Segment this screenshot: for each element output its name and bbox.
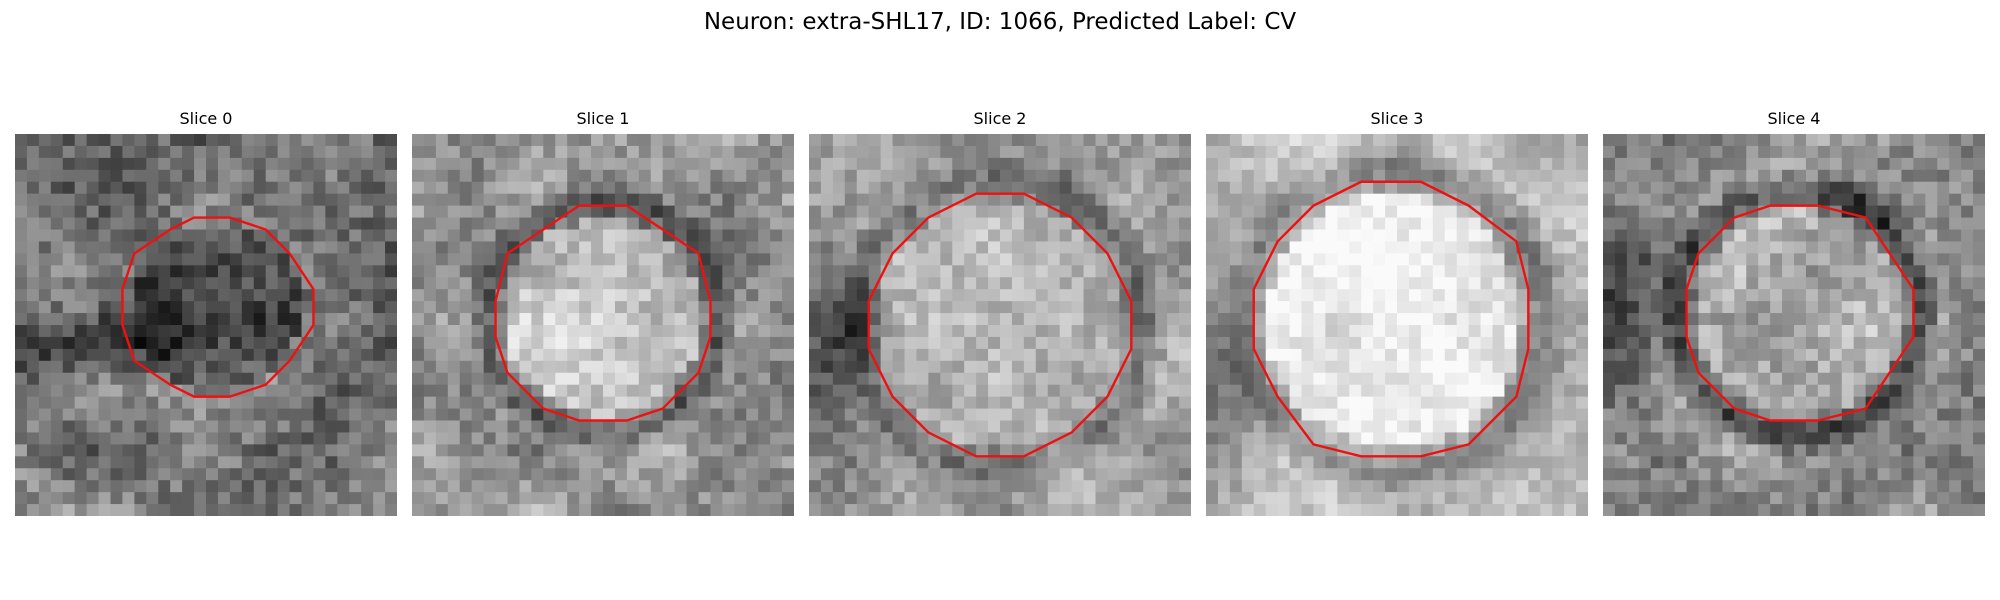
slice-svg-3 [1206, 134, 1588, 516]
pixel-grid [15, 134, 397, 516]
cell-contour [1252, 180, 1530, 458]
cell-contour [1685, 204, 1915, 422]
cell-contour [121, 216, 315, 398]
slice-image-2 [809, 134, 1191, 516]
figure-title: Neuron: extra-SHL17, ID: 1066, Predicted… [703, 9, 1297, 35]
slice-svg-1 [412, 134, 794, 516]
slice-panel-0: Slice 0 [15, 108, 397, 516]
slice-panel-4: Slice 4 [1603, 108, 1985, 516]
slice-title-3: Slice 3 [1370, 109, 1424, 128]
pixel-grid [412, 134, 794, 516]
slice-svg-0 [15, 134, 397, 516]
slice-image-3 [1206, 134, 1588, 516]
cell-contour [494, 204, 712, 422]
slice-image-1 [412, 134, 794, 516]
slice-svg-2 [809, 134, 1191, 516]
slice-image-4 [1603, 134, 1985, 516]
slice-panel-2: Slice 2 [809, 108, 1191, 516]
slice-title-0: Slice 0 [179, 109, 233, 128]
pixel-grid [809, 134, 1191, 516]
slice-title-1: Slice 1 [576, 109, 630, 128]
slice-panel-1: Slice 1 [412, 108, 794, 516]
pixel-grid [1206, 134, 1588, 516]
slice-title-2: Slice 2 [973, 109, 1027, 128]
slice-title-4: Slice 4 [1767, 109, 1821, 128]
slice-panel-3: Slice 3 [1206, 108, 1588, 516]
slice-svg-4 [1603, 134, 1985, 516]
cell-contour [867, 192, 1133, 458]
slice-image-0 [15, 134, 397, 516]
pixel-grid [1603, 134, 1985, 516]
